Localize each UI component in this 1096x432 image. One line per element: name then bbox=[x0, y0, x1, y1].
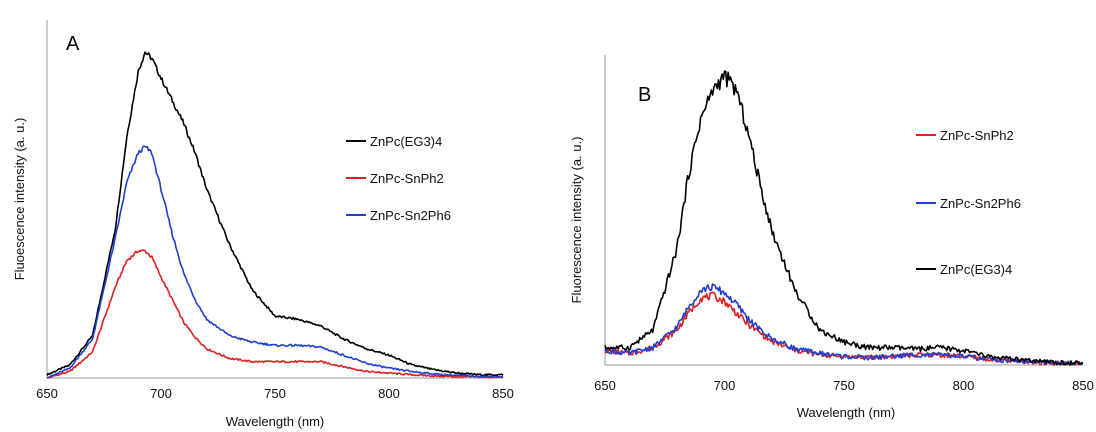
panel-b-legend-item-1: ZnPc-SnPh2 bbox=[916, 128, 1014, 143]
panel-b-x-tick-750: 750 bbox=[833, 378, 855, 393]
panel-b-y-axis-title: Fluorescence intensity (a. u.) bbox=[569, 137, 584, 304]
panel-a-series-line-3 bbox=[47, 145, 504, 379]
panel-a-x-tick-700: 700 bbox=[150, 386, 172, 401]
panel-a-tick-labels: 650 700 750 800 850 bbox=[36, 386, 514, 401]
panel-a-legend-item-3: ZnPc-Sn2Ph6 bbox=[346, 208, 451, 223]
panel-b-legend-item-3: ZnPc(EG3)4 bbox=[916, 262, 1012, 277]
panel-a-x-tick-650: 650 bbox=[36, 386, 58, 401]
panel-a-legend-label-1: ZnPc(EG3)4 bbox=[370, 134, 442, 149]
panel-b: B Fluorescence intensity (a. u.) Wavelen… bbox=[569, 55, 1094, 420]
panel-a-legend-label-3: ZnPc-Sn2Ph6 bbox=[370, 208, 451, 223]
panel-b-x-tick-650: 650 bbox=[594, 378, 616, 393]
panel-b-legend-item-2: ZnPc-Sn2Ph6 bbox=[916, 196, 1021, 211]
panel-b-series-line-2 bbox=[604, 283, 1084, 366]
panel-a-legend-item-2: ZnPc-SnPh2 bbox=[346, 171, 444, 186]
panel-b-series-lines bbox=[604, 70, 1084, 366]
panel-a-series-line-2 bbox=[46, 249, 504, 379]
panel-a-x-tick-800: 800 bbox=[378, 386, 400, 401]
panel-a-x-axis-title: Wavelength (nm) bbox=[226, 414, 325, 429]
panel-a-series-lines bbox=[46, 51, 504, 379]
panel-b-legend-label-2: ZnPc-Sn2Ph6 bbox=[940, 196, 1021, 211]
panel-b-series-line-3 bbox=[604, 70, 1084, 366]
panel-a-series-line-1 bbox=[46, 51, 504, 377]
panel-b-legend: ZnPc-SnPh2 ZnPc-Sn2Ph6 ZnPc(EG3)4 bbox=[916, 128, 1021, 277]
panel-a-y-axis-title: Fluoescence intensity (a. u.) bbox=[12, 118, 27, 281]
panel-b-legend-label-3: ZnPc(EG3)4 bbox=[940, 262, 1012, 277]
panel-a-legend: ZnPc(EG3)4 ZnPc-SnPh2 ZnPc-Sn2Ph6 bbox=[346, 134, 451, 223]
panel-a-x-tick-750: 750 bbox=[264, 386, 286, 401]
panel-b-label: B bbox=[638, 84, 651, 106]
panel-b-x-axis-title: Wavelength (nm) bbox=[797, 405, 896, 420]
panel-a-legend-item-1: ZnPc(EG3)4 bbox=[346, 134, 442, 149]
panel-a-label: A bbox=[66, 33, 80, 55]
panel-a: A Fluoescence intensity (a. u.) Waveleng… bbox=[12, 20, 514, 429]
panel-b-legend-label-1: ZnPc-SnPh2 bbox=[940, 128, 1014, 143]
panel-b-x-tick-700: 700 bbox=[714, 378, 736, 393]
panel-b-x-tick-850: 850 bbox=[1072, 378, 1094, 393]
panel-a-legend-label-2: ZnPc-SnPh2 bbox=[370, 171, 444, 186]
panel-a-x-tick-850: 850 bbox=[492, 386, 514, 401]
panel-b-x-tick-800: 800 bbox=[953, 378, 975, 393]
panel-b-tick-labels: 650 700 750 800 850 bbox=[594, 378, 1094, 393]
